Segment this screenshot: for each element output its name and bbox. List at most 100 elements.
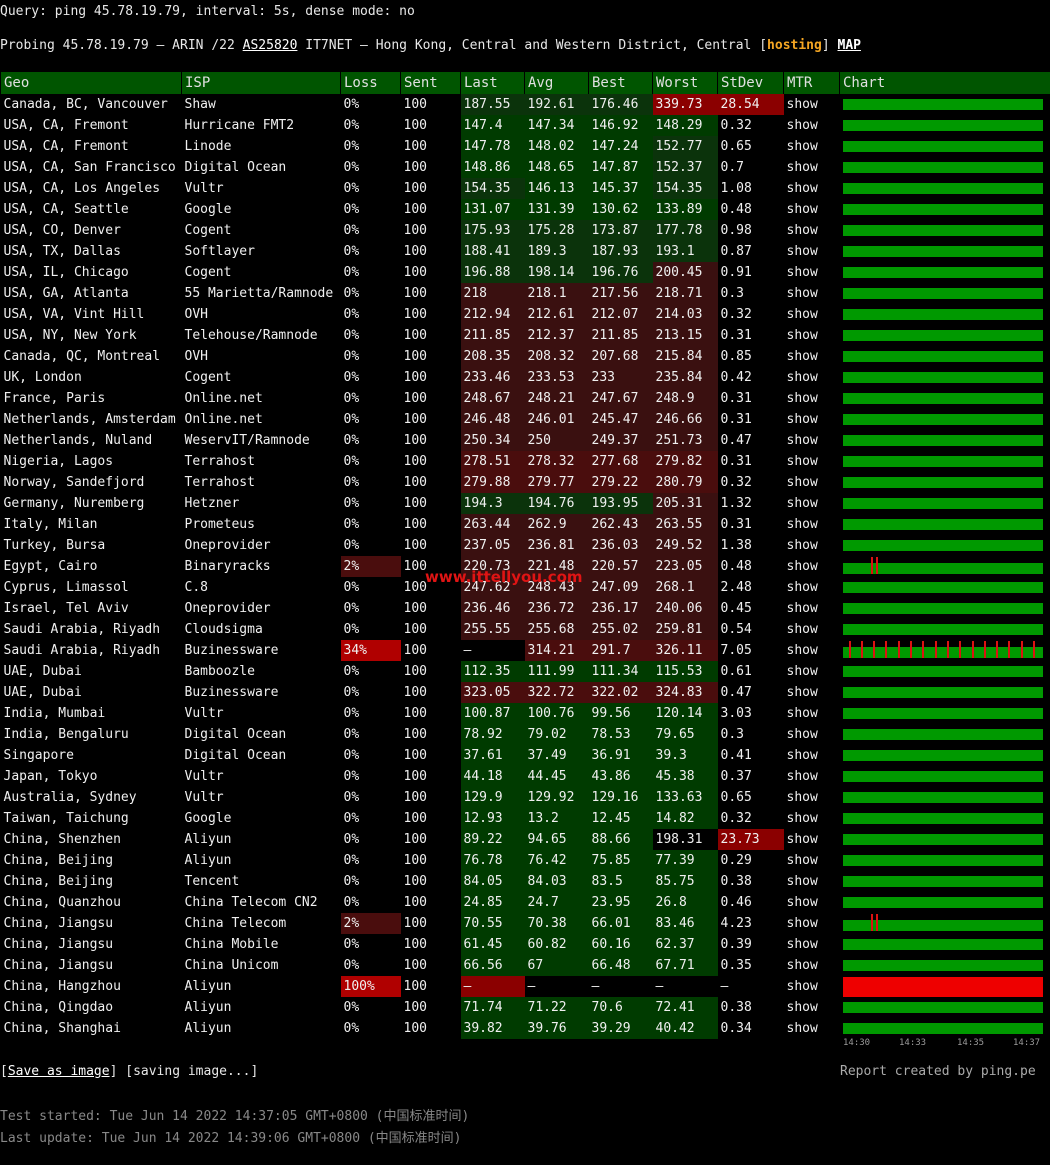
col-header-last[interactable]: Last bbox=[460, 72, 525, 94]
worst-cell: 214.03 bbox=[652, 304, 718, 325]
loss-cell: 0% bbox=[343, 454, 360, 469]
col-header-best[interactable]: Best bbox=[588, 72, 653, 94]
packet-loss-mark bbox=[971, 641, 974, 658]
mtr-link[interactable]: show bbox=[786, 727, 818, 742]
latency-chart-cell bbox=[840, 262, 1050, 283]
mtr-link[interactable]: show bbox=[786, 664, 818, 679]
avg-cell: 175.28 bbox=[524, 220, 589, 241]
mtr-link[interactable]: show bbox=[786, 601, 818, 616]
mtr-link[interactable]: show bbox=[786, 223, 818, 238]
mtr-link[interactable]: show bbox=[786, 685, 818, 700]
mtr-link[interactable]: show bbox=[786, 118, 818, 133]
latency-chart-cell bbox=[840, 1018, 1050, 1039]
geo-cell: Nigeria, Lagos bbox=[3, 454, 114, 469]
loss-cell: 0% bbox=[343, 328, 360, 343]
worst-cell: 177.78 bbox=[652, 220, 718, 241]
map-link[interactable]: MAP bbox=[837, 38, 861, 53]
mtr-link[interactable]: show bbox=[786, 958, 818, 973]
avg-cell: 147.34 bbox=[524, 115, 589, 136]
col-header-sent[interactable]: Sent bbox=[400, 72, 461, 94]
sent-cell: 100 bbox=[403, 265, 427, 280]
mtr-link[interactable]: show bbox=[786, 139, 818, 154]
worst-cell: 120.14 bbox=[652, 703, 718, 724]
mtr-link[interactable]: show bbox=[786, 979, 818, 994]
stdev-cell: 0.48 bbox=[720, 559, 752, 574]
mtr-link[interactable]: show bbox=[786, 349, 818, 364]
mtr-link[interactable]: show bbox=[786, 706, 818, 721]
latency-bar bbox=[842, 120, 1043, 131]
mtr-link[interactable]: show bbox=[786, 496, 818, 511]
geo-cell: Japan, Tokyo bbox=[3, 769, 98, 784]
mtr-link[interactable]: show bbox=[786, 1000, 818, 1015]
mtr-link[interactable]: show bbox=[786, 475, 818, 490]
mtr-link[interactable]: show bbox=[786, 265, 818, 280]
mtr-link[interactable]: show bbox=[786, 580, 818, 595]
last-cell: 255.55 bbox=[460, 619, 525, 640]
mtr-link[interactable]: show bbox=[786, 895, 818, 910]
watermark-text: www.ittellyou.com bbox=[425, 568, 583, 586]
worst-cell: 154.35 bbox=[652, 178, 718, 199]
mtr-link[interactable]: show bbox=[786, 181, 818, 196]
mtr-link[interactable]: show bbox=[786, 853, 818, 868]
mtr-link[interactable]: show bbox=[786, 97, 818, 112]
col-header-isp[interactable]: ISP bbox=[181, 72, 341, 94]
avg-cell: 212.37 bbox=[524, 325, 589, 346]
mtr-link[interactable]: show bbox=[786, 433, 818, 448]
mtr-link[interactable]: show bbox=[786, 160, 818, 175]
mtr-link[interactable]: show bbox=[786, 538, 818, 553]
mtr-link[interactable]: show bbox=[786, 643, 818, 658]
mtr-link[interactable]: show bbox=[786, 559, 818, 574]
last-cell: 148.86 bbox=[460, 157, 525, 178]
latency-chart-cell bbox=[840, 871, 1050, 892]
avg-cell: 233.53 bbox=[524, 367, 589, 388]
mtr-link[interactable]: show bbox=[786, 370, 818, 385]
col-header-worst[interactable]: Worst bbox=[652, 72, 718, 94]
col-header-geo[interactable]: Geo bbox=[0, 72, 182, 94]
mtr-link[interactable]: show bbox=[786, 328, 818, 343]
mtr-link[interactable]: show bbox=[786, 244, 818, 259]
query-line: Query: ping 45.78.19.79, interval: 5s, d… bbox=[0, 4, 415, 19]
table-row: UAE, Dubai Buzinessware 0% 100 323.05 322.72 3… bbox=[1, 682, 1050, 703]
mtr-link[interactable]: show bbox=[786, 916, 818, 931]
col-header-avg[interactable]: Avg bbox=[524, 72, 589, 94]
mtr-link[interactable]: show bbox=[786, 832, 818, 847]
col-header-loss[interactable]: Loss bbox=[340, 72, 401, 94]
mtr-link[interactable]: show bbox=[786, 811, 818, 826]
avg-cell: 278.32 bbox=[524, 451, 589, 472]
mtr-link[interactable]: show bbox=[786, 517, 818, 532]
table-row: Japan, Tokyo Vultr 0% 100 44.18 44.45 43.86 45.… bbox=[1, 766, 1050, 787]
mtr-link[interactable]: show bbox=[786, 622, 818, 637]
mtr-link[interactable]: show bbox=[786, 874, 818, 889]
avg-cell: 76.42 bbox=[524, 850, 589, 871]
save-line: [Save as image] [saving image...] bbox=[0, 1064, 259, 1079]
sent-cell: 100 bbox=[403, 370, 427, 385]
best-cell: 220.57 bbox=[588, 556, 653, 577]
avg-cell: 208.32 bbox=[524, 346, 589, 367]
mtr-link[interactable]: show bbox=[786, 769, 818, 784]
table-row: India, Bengaluru Digital Ocean 0% 100 78.92 7… bbox=[1, 724, 1050, 745]
col-header-mtr[interactable]: MTR bbox=[783, 72, 840, 94]
mtr-link[interactable]: show bbox=[786, 790, 818, 805]
mtr-link[interactable]: show bbox=[786, 748, 818, 763]
mtr-link[interactable]: show bbox=[786, 412, 818, 427]
sent-cell: 100 bbox=[403, 979, 427, 994]
table-header-row: Geo ISP Loss Sent Last Avg Best Worst St… bbox=[0, 72, 1050, 94]
col-header-stdev[interactable]: StDev bbox=[717, 72, 784, 94]
mtr-link[interactable]: show bbox=[786, 307, 818, 322]
mtr-link[interactable]: show bbox=[786, 454, 818, 469]
geo-cell: China, Beijing bbox=[3, 874, 114, 889]
latency-bar bbox=[842, 351, 1043, 362]
stdev-cell: 0.31 bbox=[720, 328, 752, 343]
mtr-link[interactable]: show bbox=[786, 1021, 818, 1036]
asn-link[interactable]: AS25820 bbox=[242, 38, 298, 53]
latency-chart-cell bbox=[840, 556, 1050, 577]
mtr-link[interactable]: show bbox=[786, 391, 818, 406]
worst-cell: 193.1 bbox=[652, 241, 718, 262]
mtr-link[interactable]: show bbox=[786, 286, 818, 301]
mtr-link[interactable]: show bbox=[786, 202, 818, 217]
avg-cell: 146.13 bbox=[524, 178, 589, 199]
table-row: USA, CA, Fremont Linode 0% 100 147.78 148.02 1… bbox=[1, 136, 1050, 157]
last-cell: 279.88 bbox=[460, 472, 525, 493]
save-as-image-link[interactable]: Save as image bbox=[7, 1064, 110, 1079]
mtr-link[interactable]: show bbox=[786, 937, 818, 952]
